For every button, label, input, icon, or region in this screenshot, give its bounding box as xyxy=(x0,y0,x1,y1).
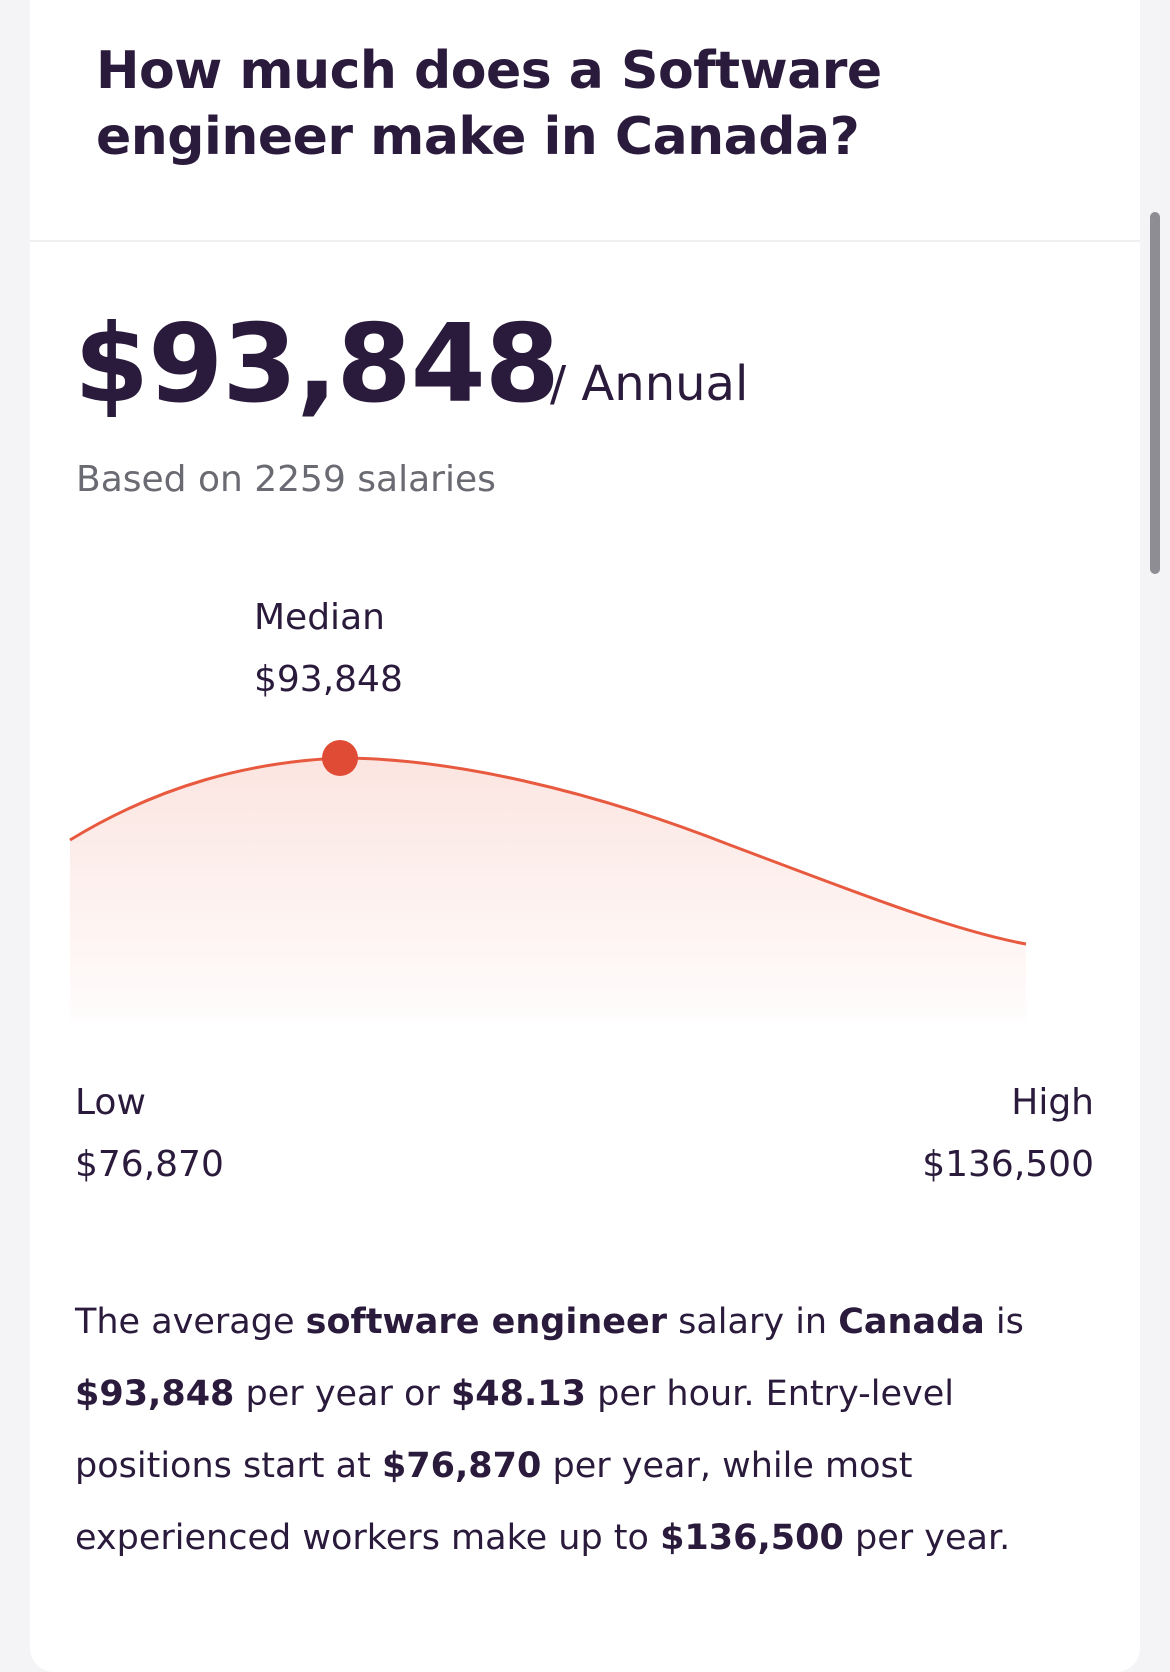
page-title: How much does a Software engineer make i… xyxy=(96,41,882,167)
median-value: $93,848 xyxy=(254,659,403,700)
low-label: Low xyxy=(75,1082,146,1123)
high-label: High xyxy=(1011,1082,1094,1123)
salary-sample-count: Based on 2259 salaries xyxy=(76,459,496,500)
salary-period: / Annual xyxy=(550,356,749,412)
salary-distribution-chart xyxy=(69,740,1027,1020)
salary-card: How much does a Software engineer make i… xyxy=(30,0,1140,1672)
median-marker xyxy=(322,740,358,776)
low-value: $76,870 xyxy=(75,1144,224,1185)
annual-salary-amount: $93,848 xyxy=(74,302,560,427)
salary-summary: The average software engineer salary in … xyxy=(75,1302,1024,1558)
median-label: Median xyxy=(254,597,385,638)
card-header: How much does a Software engineer make i… xyxy=(30,0,1140,242)
high-value: $136,500 xyxy=(922,1144,1094,1185)
distribution-area xyxy=(70,758,1026,1020)
distribution-curve xyxy=(69,756,1027,946)
scrollbar-thumb[interactable] xyxy=(1150,212,1160,574)
